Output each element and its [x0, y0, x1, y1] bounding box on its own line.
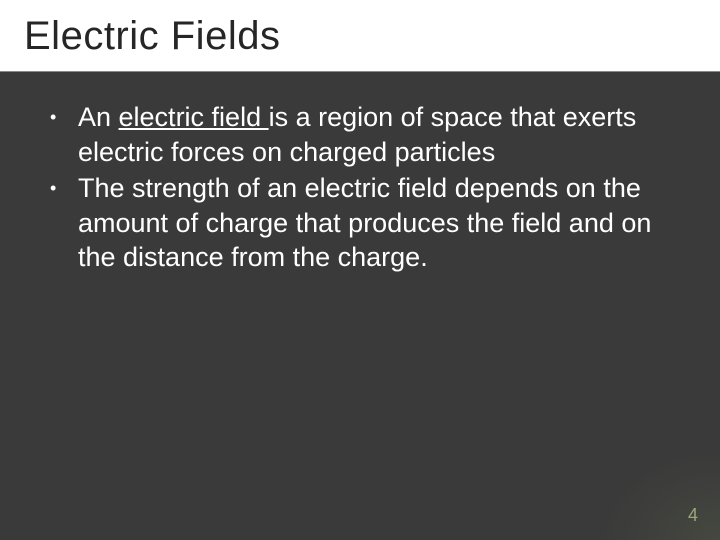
slide-body: An electric field is a region of space t…: [0, 72, 720, 275]
bullet-text-post: The strength of an electric field depend…: [78, 173, 651, 272]
title-bar: Electric Fields: [0, 0, 720, 72]
bullet-list: An electric field is a region of space t…: [44, 100, 676, 275]
bullet-item: An electric field is a region of space t…: [44, 100, 676, 169]
page-number: 4: [688, 505, 698, 526]
slide-title: Electric Fields: [24, 14, 696, 59]
bullet-item: The strength of an electric field depend…: [44, 171, 676, 275]
bullet-text-pre: An: [78, 102, 119, 132]
corner-accent: [600, 450, 720, 540]
bullet-text-underlined: electric field: [119, 102, 269, 132]
